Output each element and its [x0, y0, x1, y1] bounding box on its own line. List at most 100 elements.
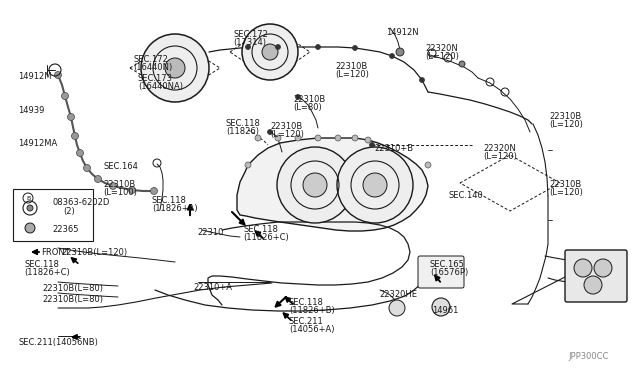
Circle shape: [242, 24, 298, 80]
Circle shape: [275, 135, 281, 141]
Circle shape: [335, 135, 341, 141]
Text: 14912N: 14912N: [386, 28, 419, 37]
Circle shape: [83, 164, 90, 171]
Text: 14939: 14939: [18, 106, 44, 115]
Text: (16576P): (16576P): [430, 268, 468, 277]
Text: SEC.118: SEC.118: [24, 260, 59, 269]
Text: (16440NA): (16440NA): [138, 82, 183, 91]
Text: (16440N): (16440N): [133, 63, 172, 72]
Text: (L=120): (L=120): [335, 70, 369, 79]
Text: 22310B: 22310B: [549, 112, 581, 121]
Circle shape: [25, 223, 35, 233]
Text: 22320HE: 22320HE: [379, 290, 417, 299]
Circle shape: [459, 61, 465, 67]
Circle shape: [316, 45, 321, 49]
Circle shape: [425, 162, 431, 168]
Text: (L=80): (L=80): [293, 103, 322, 112]
Circle shape: [369, 142, 374, 148]
Circle shape: [296, 94, 301, 99]
Circle shape: [165, 58, 185, 78]
Text: (11826): (11826): [226, 127, 259, 136]
Circle shape: [95, 176, 102, 183]
Circle shape: [352, 135, 358, 141]
Circle shape: [432, 298, 450, 316]
Text: (2): (2): [63, 207, 75, 216]
Circle shape: [277, 147, 353, 223]
Text: 22310B(L=80): 22310B(L=80): [42, 295, 103, 304]
Circle shape: [315, 135, 321, 141]
Circle shape: [365, 137, 371, 143]
Text: 22310B(L=120): 22310B(L=120): [61, 248, 127, 257]
Circle shape: [262, 44, 278, 60]
Circle shape: [353, 45, 358, 51]
Text: FRONT: FRONT: [41, 248, 70, 257]
Circle shape: [129, 186, 136, 193]
Circle shape: [363, 173, 387, 197]
Text: SEC.173: SEC.173: [138, 74, 173, 83]
Text: (L=120): (L=120): [425, 52, 459, 61]
Circle shape: [109, 183, 116, 189]
Text: SEC.118: SEC.118: [243, 225, 278, 234]
Text: SEC.118: SEC.118: [226, 119, 261, 128]
Text: JPP300CC: JPP300CC: [568, 352, 609, 361]
Circle shape: [27, 205, 33, 211]
Text: SEC.172: SEC.172: [233, 30, 268, 39]
FancyBboxPatch shape: [13, 189, 93, 241]
Circle shape: [275, 45, 280, 49]
Text: 22320N: 22320N: [483, 144, 516, 153]
Text: (11826+C): (11826+C): [243, 233, 289, 242]
Circle shape: [295, 135, 301, 141]
FancyBboxPatch shape: [565, 250, 627, 302]
Text: 08363-6202D: 08363-6202D: [52, 198, 109, 207]
Text: SEC.211(14056NB): SEC.211(14056NB): [18, 338, 98, 347]
Text: SEC.172: SEC.172: [133, 55, 168, 64]
Text: 22310B: 22310B: [293, 95, 325, 104]
Text: (11826+A): (11826+A): [152, 204, 198, 213]
Circle shape: [396, 48, 404, 56]
Text: SEC.140: SEC.140: [449, 191, 484, 200]
Circle shape: [150, 187, 157, 195]
Text: (L=120): (L=120): [549, 188, 583, 197]
Text: 14912MA: 14912MA: [18, 139, 57, 148]
Text: (14056+A): (14056+A): [289, 325, 335, 334]
Circle shape: [245, 162, 251, 168]
Text: (L=120): (L=120): [270, 130, 304, 139]
Text: 22320N: 22320N: [425, 44, 458, 53]
Text: 14912M: 14912M: [18, 72, 51, 81]
Text: 22365: 22365: [52, 225, 79, 234]
Circle shape: [67, 113, 74, 121]
Text: (11826+C): (11826+C): [24, 268, 70, 277]
Text: (11826+B): (11826+B): [289, 306, 335, 315]
Circle shape: [390, 54, 394, 58]
Text: 22310B(L=80): 22310B(L=80): [42, 284, 103, 293]
Circle shape: [77, 150, 83, 157]
Polygon shape: [237, 138, 428, 231]
Circle shape: [574, 259, 592, 277]
Text: 22310B: 22310B: [549, 180, 581, 189]
Circle shape: [255, 135, 261, 141]
Circle shape: [268, 129, 273, 135]
Text: (17314): (17314): [233, 38, 266, 47]
Circle shape: [584, 276, 602, 294]
Text: 22310+A: 22310+A: [193, 283, 232, 292]
Circle shape: [54, 71, 61, 78]
Circle shape: [337, 147, 413, 223]
Text: 22310B: 22310B: [335, 62, 367, 71]
Circle shape: [419, 77, 424, 83]
Text: SEC.211: SEC.211: [289, 317, 324, 326]
Text: SEC.164: SEC.164: [103, 162, 138, 171]
Text: (L=120): (L=120): [549, 120, 583, 129]
Text: (L=100): (L=100): [103, 188, 137, 197]
Text: 22310: 22310: [197, 228, 223, 237]
Circle shape: [594, 259, 612, 277]
Text: 22310B: 22310B: [103, 180, 135, 189]
Text: B: B: [26, 196, 30, 201]
Text: (L=120): (L=120): [483, 152, 517, 161]
Circle shape: [389, 300, 405, 316]
Circle shape: [141, 34, 209, 102]
Text: SEC.118: SEC.118: [289, 298, 324, 307]
Circle shape: [303, 173, 327, 197]
Circle shape: [72, 132, 79, 140]
Text: SEC.165: SEC.165: [430, 260, 465, 269]
Text: SEC.118: SEC.118: [152, 196, 187, 205]
